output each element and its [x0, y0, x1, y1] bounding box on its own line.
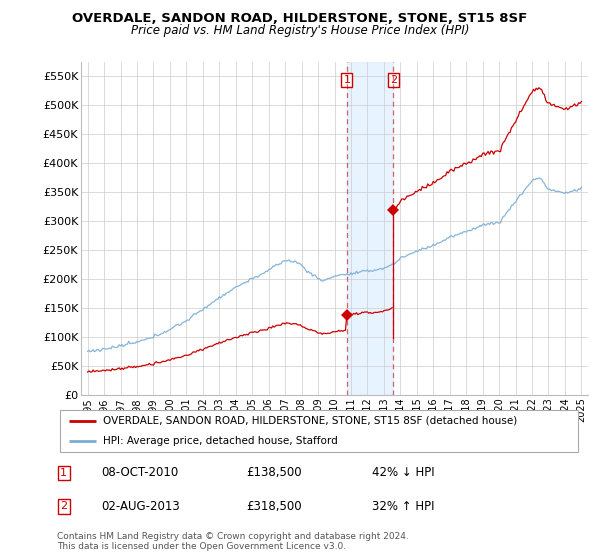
Text: 42% ↓ HPI: 42% ↓ HPI — [372, 466, 434, 479]
Text: 02-AUG-2013: 02-AUG-2013 — [101, 500, 181, 513]
Text: OVERDALE, SANDON ROAD, HILDERSTONE, STONE, ST15 8SF: OVERDALE, SANDON ROAD, HILDERSTONE, STON… — [73, 12, 527, 25]
Text: Contains HM Land Registry data © Crown copyright and database right 2024.
This d: Contains HM Land Registry data © Crown c… — [57, 532, 409, 552]
FancyBboxPatch shape — [59, 409, 578, 452]
Text: HPI: Average price, detached house, Stafford: HPI: Average price, detached house, Staf… — [103, 436, 338, 446]
Text: 2: 2 — [60, 501, 67, 511]
Text: £318,500: £318,500 — [246, 500, 302, 513]
Text: 1: 1 — [343, 75, 350, 85]
Text: OVERDALE, SANDON ROAD, HILDERSTONE, STONE, ST15 8SF (detached house): OVERDALE, SANDON ROAD, HILDERSTONE, STON… — [103, 416, 517, 426]
Text: 08-OCT-2010: 08-OCT-2010 — [101, 466, 179, 479]
Text: 2: 2 — [390, 75, 397, 85]
Bar — [347, 62, 394, 395]
Text: Price paid vs. HM Land Registry's House Price Index (HPI): Price paid vs. HM Land Registry's House … — [131, 24, 469, 37]
Text: 32% ↑ HPI: 32% ↑ HPI — [372, 500, 434, 513]
Text: 1: 1 — [61, 468, 67, 478]
Text: £138,500: £138,500 — [246, 466, 302, 479]
